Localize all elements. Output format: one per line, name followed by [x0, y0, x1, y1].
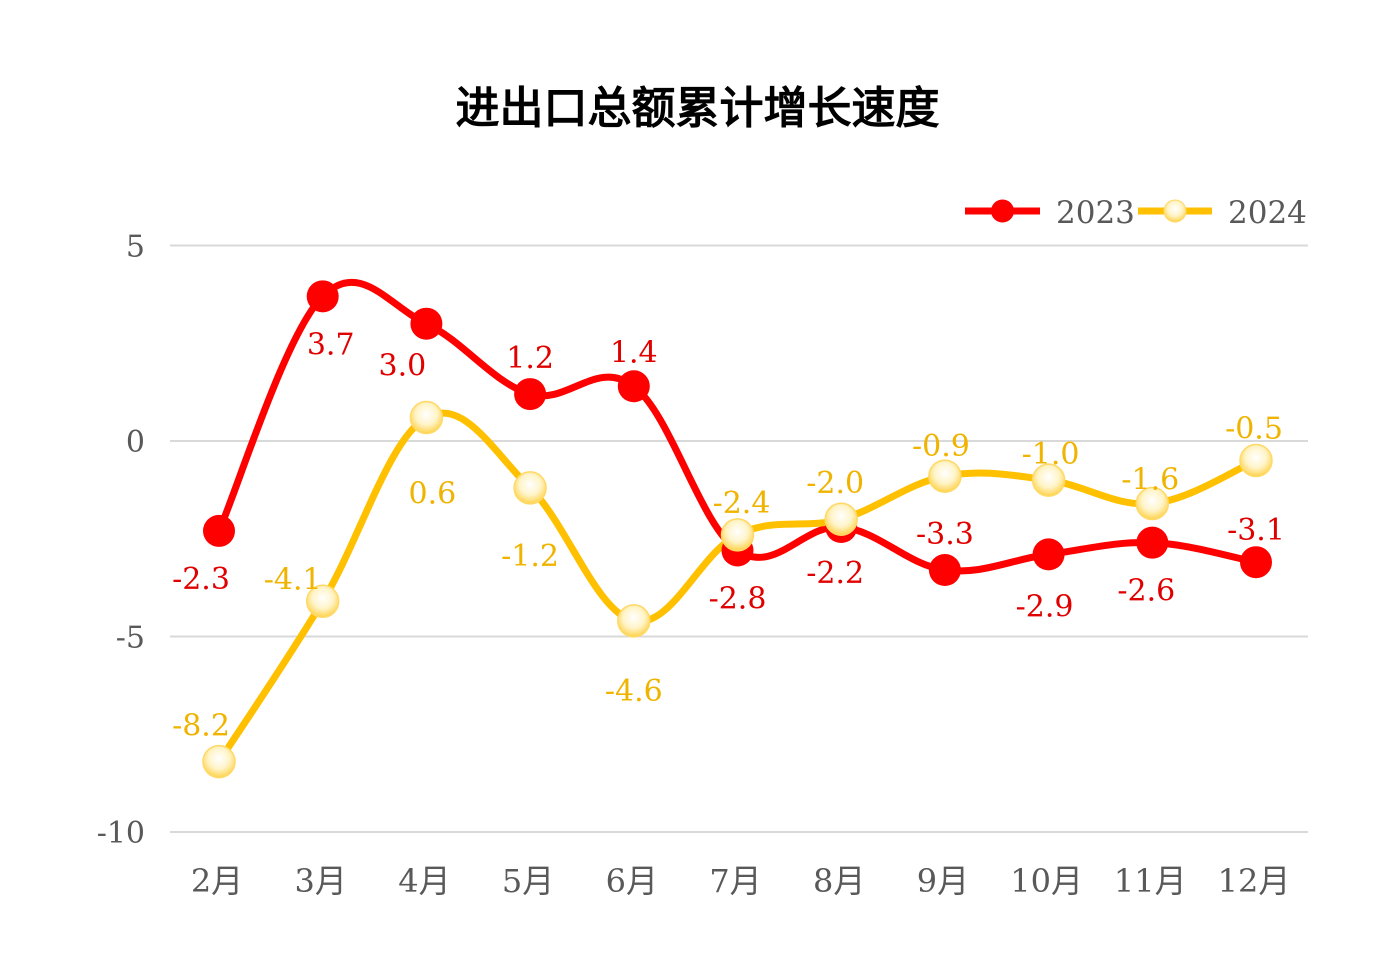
x-tick-label: 3月: [295, 862, 347, 900]
data-label-2024: -0.5: [1225, 412, 1283, 447]
data-label-2024: -8.2: [172, 709, 230, 744]
data-label-2023: -2.3: [172, 562, 230, 597]
data-label-2024: -4.1: [264, 562, 322, 597]
x-tick-label: 7月: [709, 862, 761, 900]
data-point-2023: [514, 378, 547, 411]
x-tick-label: 2月: [191, 862, 243, 900]
data-point-2023: [306, 280, 339, 313]
data-point-2023: [928, 554, 961, 587]
data-label-2024: 0.6: [409, 477, 457, 512]
data-point-2024: [720, 518, 755, 552]
x-tick-label: 5月: [502, 862, 554, 900]
data-label-2024: -2.0: [806, 466, 864, 501]
data-label-2023: 3.7: [307, 327, 355, 362]
x-tick-label: 8月: [813, 862, 865, 900]
x-tick-label: 10月: [1010, 862, 1083, 900]
x-tick-label: 6月: [606, 862, 658, 900]
data-point-2024: [1135, 486, 1170, 521]
legend-marker-2024: [1163, 199, 1187, 223]
y-tick-label: 0: [126, 425, 145, 460]
data-label-2024: -1.6: [1121, 463, 1179, 498]
x-tick-label: 9月: [917, 862, 969, 900]
data-point-2023: [617, 370, 650, 403]
data-point-2024: [409, 400, 444, 435]
data-point-2024: [305, 584, 340, 619]
data-label-2023: 3.0: [379, 349, 427, 384]
data-point-2024: [202, 744, 236, 779]
data-label-2024: -2.4: [713, 486, 771, 521]
data-point-2023: [1032, 538, 1065, 571]
data-label-2023: -2.6: [1117, 574, 1175, 609]
data-label-2023: -3.1: [1227, 513, 1285, 548]
data-label-2024: -1.2: [501, 539, 559, 574]
y-tick-label: 5: [126, 230, 145, 265]
legend-label-2024: 2024: [1228, 195, 1307, 231]
data-point-2024: [1031, 463, 1066, 497]
x-tick-label: 11月: [1114, 862, 1187, 900]
chart-title: 进出口总额累计增长速度: [455, 83, 940, 134]
legend-label-2023: 2023: [1056, 195, 1135, 231]
data-label-2024: -0.9: [912, 429, 970, 464]
y-tick-label: -5: [116, 621, 145, 656]
data-label-2024: -4.6: [605, 674, 663, 709]
data-point-2024: [513, 471, 547, 505]
data-label-2023: 1.2: [506, 341, 554, 376]
data-label-2023: -3.3: [916, 517, 974, 552]
data-point-2023: [1240, 546, 1272, 579]
data-point-2023: [203, 514, 235, 547]
data-label-2023: -2.8: [709, 581, 767, 616]
data-point-2024: [617, 604, 651, 638]
x-tick-label: 4月: [398, 862, 450, 900]
data-label-2023: -2.2: [806, 556, 864, 591]
data-point-2023: [1136, 526, 1169, 559]
legend-marker-2023: [991, 199, 1014, 223]
data-point-2024: [1239, 443, 1273, 478]
y-tick-label: -10: [97, 816, 145, 851]
data-label-2023: 1.4: [610, 335, 658, 370]
x-tick-label: 12月: [1218, 862, 1291, 900]
data-point-2024: [928, 459, 962, 493]
data-label-2023: -2.9: [1016, 589, 1074, 624]
data-point-2023: [410, 307, 443, 340]
data-point-2024: [824, 502, 858, 536]
data-label-2024: -1.0: [1022, 437, 1080, 472]
